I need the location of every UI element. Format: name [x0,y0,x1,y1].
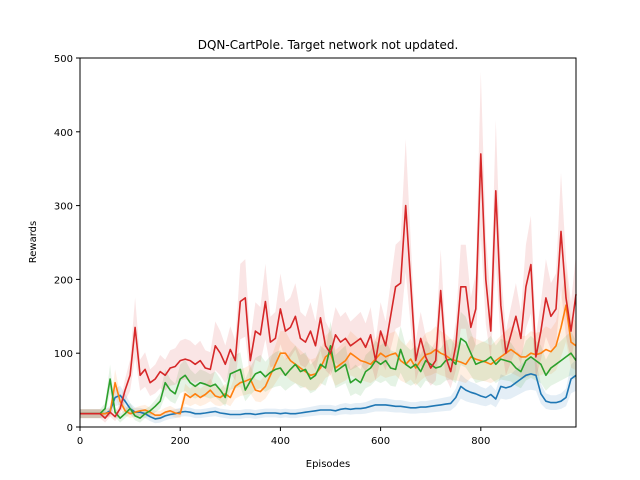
x-axis-ticks: 0 200 400 600 800 [77,427,490,447]
series-1-band [80,357,576,424]
x-tick-label: 400 [271,436,290,447]
series-2-band [80,268,576,420]
series-4-band [80,72,576,423]
series-3-line [80,337,577,419]
x-axis-label: Episodes [306,459,350,470]
series-lines [80,153,577,420]
y-tick-label: 300 [54,202,73,213]
x-tick-label: 600 [371,436,390,447]
y-tick-label: 500 [54,54,73,65]
x-tick-label: 800 [471,436,490,447]
y-tick-label: 0 [67,423,73,434]
chart-title: DQN-CartPole. Target network not updated… [198,38,459,52]
series-4-line [80,153,577,419]
y-tick-label: 200 [54,275,73,286]
y-tick-label: 400 [54,128,73,139]
y-tick-label: 100 [54,349,73,360]
plot-frame [79,57,577,428]
series-1-line [80,373,577,420]
x-tick-label: 200 [171,436,190,447]
y-axis-ticks: 0 100 200 300 400 500 [54,54,80,434]
y-axis-label: Rewards [28,221,39,263]
x-tick-label: 0 [77,436,83,447]
